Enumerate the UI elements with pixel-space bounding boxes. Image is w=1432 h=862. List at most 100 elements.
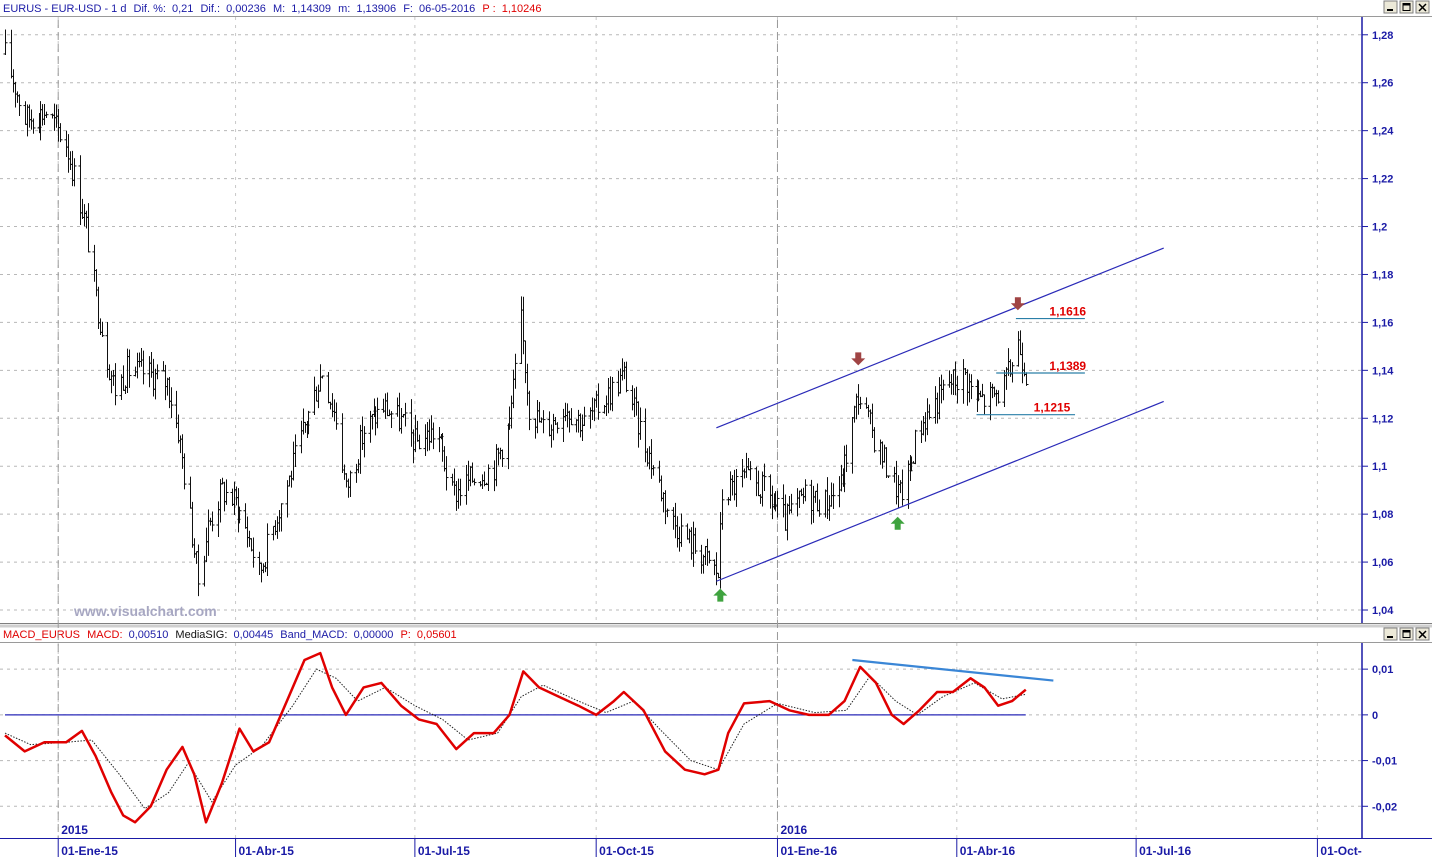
vertical-gridlines	[57, 17, 1318, 838]
macd-label: MACD:	[87, 629, 122, 641]
year-label: 2016	[780, 823, 807, 837]
ohlc-bar	[72, 158, 77, 187]
arrow-down-icon	[851, 352, 866, 366]
price-header: EURUS - EUR-USD - 1 d Dif. %: 0,21 Dif.:…	[3, 3, 541, 15]
ohlc-bar	[237, 506, 242, 524]
level-label: 1,1215	[1034, 401, 1071, 415]
year-label: 2015	[61, 823, 88, 837]
ohlc-bar	[927, 404, 932, 420]
ohlc-bar	[748, 461, 753, 481]
signal-arrows	[713, 297, 1025, 602]
ohlc-bar	[417, 434, 422, 450]
macd-minimize-button[interactable]	[1383, 627, 1398, 641]
price-y-tick-label: 1,28	[1372, 30, 1393, 42]
ohlc-bar	[858, 396, 863, 409]
ohlc-bar	[955, 375, 960, 404]
price-maximize-button[interactable]	[1399, 0, 1414, 14]
macd-close-button[interactable]	[1415, 627, 1430, 641]
price-y-tick-label: 1,18	[1372, 269, 1393, 281]
ohlc-bar	[582, 406, 587, 427]
min-value: 1,13906	[356, 3, 396, 15]
ohlc-bar	[831, 483, 836, 510]
ohlc-bar	[513, 353, 518, 389]
ohlc-bar	[803, 479, 808, 502]
price-y-tick-label: 1,22	[1372, 174, 1393, 186]
ohlc-bar	[679, 513, 684, 547]
macd-value: 0,00510	[129, 629, 169, 641]
max-value: 1,14309	[291, 3, 331, 15]
ohlc-bar	[320, 375, 325, 379]
price-y-tick-label: 1,1	[1372, 461, 1387, 473]
ohlc-bar	[155, 364, 160, 380]
watermark: www.visualchart.com	[73, 603, 217, 619]
level-label: 1,1389	[1049, 359, 1086, 373]
ohlc-bar	[251, 537, 256, 568]
ohlc-bar	[196, 544, 201, 597]
trend-channel	[716, 247, 1164, 582]
p-label: P:	[400, 629, 410, 641]
price-window-buttons	[1383, 0, 1430, 14]
price-y-tick-label: 1,12	[1372, 413, 1393, 425]
price-y-tick-label: 1,04	[1372, 605, 1394, 617]
macd-y-tick-label: 0	[1372, 710, 1378, 722]
macd-lines	[4, 651, 1054, 824]
price-y-axis: 1,04 1,06 1,08 1,1 1,12 1,14 1,16 1,18 1,2 1,22 1,…	[1362, 30, 1394, 617]
x-tick-label: 01-Abr-16	[960, 844, 1016, 857]
ohlc-bar	[224, 479, 229, 505]
year-labels: 2015 2016	[57, 20, 807, 838]
price-symbol: EURUS - EUR-USD - 1 d	[3, 3, 126, 15]
ohlc-bar	[569, 408, 574, 426]
ohlc-bar	[624, 361, 629, 393]
price-y-tick-label: 1,08	[1372, 509, 1393, 521]
band-value: 0,00000	[354, 629, 394, 641]
divergence-line	[852, 658, 1054, 682]
ohlc-bar	[431, 422, 436, 450]
price-levels: 1,1616 1,1389 1,1215	[976, 305, 1086, 416]
ohlc-bar	[651, 465, 656, 476]
ohlc-bar	[403, 402, 408, 427]
date-label: F:	[403, 3, 413, 15]
ohlc-bar	[900, 469, 905, 506]
price-minimize-button[interactable]	[1383, 0, 1398, 14]
svg-text:MACD_EURUS MACD: 0: MACD_EURUS MACD: 0,00510 MediaSIG: 0,004…	[3, 629, 457, 641]
ohlc-bar	[969, 374, 974, 400]
dif-label: Dif.:	[200, 3, 220, 15]
ohlc-bar	[638, 407, 643, 440]
ohlc-bar	[527, 390, 532, 431]
ohlc-bar	[182, 453, 187, 490]
x-tick-label: 01-Ene-16	[780, 844, 837, 857]
ohlc-bar	[610, 377, 615, 412]
ohlc-bar	[86, 203, 91, 253]
ohlc-bar	[693, 527, 698, 554]
price-close-button[interactable]	[1415, 0, 1430, 14]
ohlc-bar	[127, 349, 132, 388]
ohlc-bar	[141, 350, 146, 385]
ohlc-bar	[334, 402, 339, 430]
date-value: 06-05-2016	[419, 3, 475, 15]
arrow-up-icon	[713, 588, 728, 602]
min-label: m:	[338, 3, 350, 15]
p-value: 0,05601	[417, 629, 457, 641]
ohlc-bar	[596, 383, 601, 420]
ohlc-bar	[665, 508, 670, 518]
channel-lower-line	[716, 400, 1164, 582]
ohlc-bar	[982, 394, 987, 415]
ohlc-bar	[3, 29, 8, 55]
ohlc-bar	[486, 464, 491, 491]
ohlc-bar	[306, 410, 311, 435]
x-tick-label: 01-Oct-15	[599, 844, 654, 857]
macd-y-tick-label: -0,02	[1372, 801, 1397, 813]
ohlc-bar	[789, 493, 794, 514]
ohlc-bar	[734, 469, 739, 507]
ohlc-bar	[113, 363, 118, 406]
ohlc-bar	[293, 434, 298, 468]
close-label: P :	[482, 3, 495, 15]
ohlc-bar	[58, 123, 63, 143]
max-label: M:	[273, 3, 285, 15]
ohlc-bar	[169, 387, 174, 419]
ohlc-bar	[279, 503, 284, 532]
macd-maximize-button[interactable]	[1399, 627, 1414, 641]
dif-pct-label: Dif. %:	[134, 3, 166, 15]
price-y-tick-label: 1,16	[1372, 317, 1393, 329]
